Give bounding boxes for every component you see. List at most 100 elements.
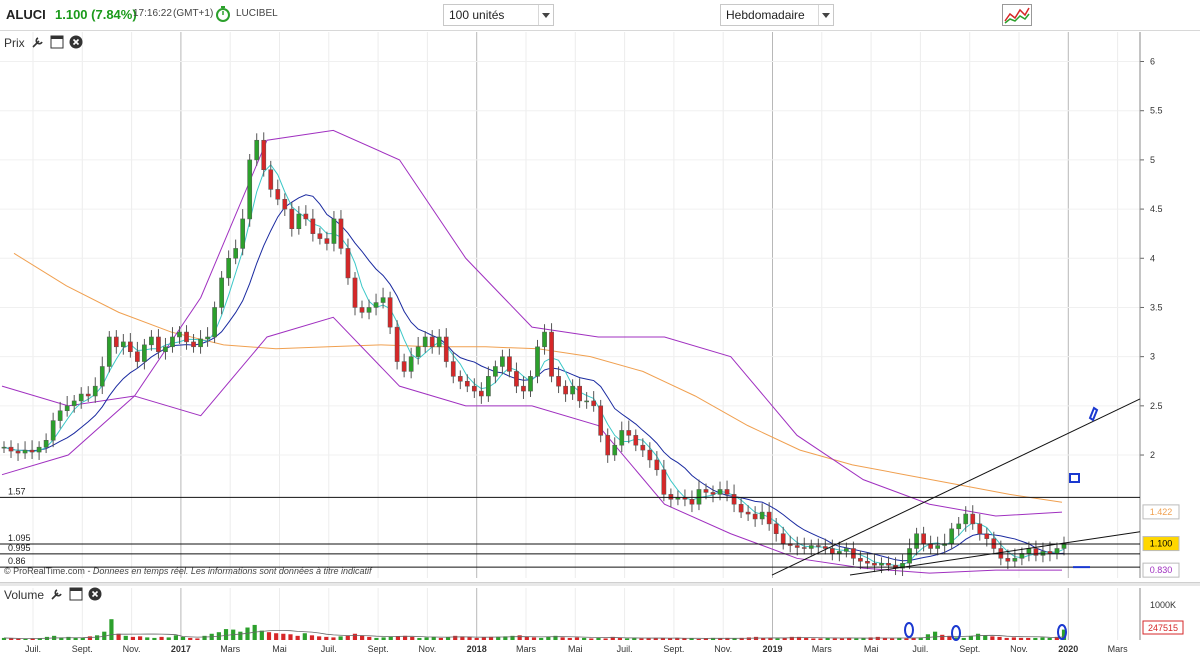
candle-body (268, 169, 274, 190)
candle-body (752, 513, 758, 520)
volume-bar (66, 636, 71, 640)
price-tag-label: 0.830 (1150, 565, 1173, 575)
candle-body (50, 420, 56, 441)
panel-divider[interactable] (0, 582, 1200, 586)
candle-body (1026, 548, 1032, 554)
annotation-mark (904, 622, 914, 638)
y-tick-label: 3.5 (1150, 302, 1163, 312)
close-icon[interactable] (69, 35, 83, 49)
volume-bar (868, 637, 873, 640)
period-select[interactable]: Hebdomadaire (720, 4, 834, 26)
volume-bar (625, 638, 630, 640)
candle-body (1005, 558, 1011, 562)
candle-body (156, 336, 161, 352)
candle-body (394, 326, 400, 362)
candle-body (619, 430, 625, 446)
volume-bar (746, 637, 751, 640)
candle-body (422, 336, 428, 348)
candle-body (57, 410, 63, 421)
candle-body (366, 307, 372, 313)
volume-bar (245, 627, 250, 640)
volume-bar (1047, 637, 1052, 640)
candle-body (563, 385, 568, 395)
volume-bar (145, 637, 150, 640)
volume-bar (603, 638, 608, 640)
candle-body (352, 277, 358, 308)
price-tag (1142, 562, 1180, 578)
volume-bar (467, 636, 472, 640)
volume-bar (59, 637, 64, 640)
volume-bar (80, 637, 85, 640)
volume-bar (166, 637, 171, 640)
volume-tag-label: 247515 (1148, 623, 1178, 633)
chart-logo-icon[interactable] (1002, 4, 1032, 26)
candle-body (780, 533, 786, 544)
source-text: © ProRealTime.com (4, 566, 85, 576)
candle-body (921, 533, 926, 544)
volume-bar (596, 637, 601, 640)
price-tag (1142, 536, 1180, 552)
wrench-icon[interactable] (31, 35, 45, 49)
candle-body (233, 248, 238, 259)
level-label: 1.095 (8, 533, 31, 543)
x-tick-label: Sept. (663, 644, 684, 654)
annotation-mark (951, 625, 961, 641)
candle-body (949, 528, 955, 544)
volume-bar (825, 637, 830, 640)
candle-body (977, 523, 983, 534)
candle-body (450, 361, 456, 377)
volume-bar (1004, 637, 1009, 640)
volume-bar (553, 635, 558, 640)
candle-body (542, 331, 547, 348)
volume-bar (266, 632, 272, 640)
y-tick-label: 4 (1150, 253, 1155, 263)
candle-body (822, 546, 828, 549)
volume-bar (531, 637, 537, 640)
volume-bar (87, 636, 93, 640)
stopwatch-icon[interactable] (215, 5, 231, 23)
units-select-value: 100 unités (449, 8, 505, 22)
volume-bar (961, 637, 966, 640)
volume-bar (703, 638, 708, 640)
volume-bar (95, 635, 100, 640)
volume-bar (1040, 637, 1045, 640)
candle-body (71, 400, 77, 407)
candle-body (149, 336, 154, 346)
volume-bar (574, 637, 580, 640)
candle-body (914, 533, 919, 549)
volume-bar (324, 636, 329, 640)
volume-tag (1142, 620, 1184, 635)
window-icon[interactable] (69, 587, 83, 601)
candle-body (500, 356, 505, 367)
candle-body (78, 393, 84, 402)
price-change: 1.100 (7.84%) (55, 7, 137, 22)
level-label: 0.86 (8, 556, 26, 566)
candle-body (345, 248, 351, 279)
window-icon[interactable] (50, 35, 64, 49)
candle-body (303, 213, 309, 220)
candle-body (464, 380, 470, 387)
volume-bar (438, 637, 443, 640)
volume-bar (1018, 637, 1024, 640)
volume-bar (617, 637, 623, 640)
x-tick-label: Nov. (1010, 644, 1028, 654)
candle-body (64, 405, 70, 412)
timezone: (GMT+1) (173, 8, 214, 19)
annotation-mark (1057, 624, 1067, 640)
close-icon[interactable] (88, 587, 102, 601)
units-select[interactable]: 100 unités (443, 4, 554, 26)
volume-bar (102, 631, 107, 640)
candle-body (415, 346, 421, 357)
candle-body (43, 440, 49, 448)
disclaimer-text: - Donnees en temps réel. Les information… (84, 566, 372, 576)
x-tick-label: 2018 (467, 644, 487, 654)
volume-bar (281, 633, 286, 640)
candle-body (1, 446, 7, 449)
candle-body (429, 336, 435, 348)
wrench-icon[interactable] (50, 587, 64, 601)
candle-body (436, 336, 442, 348)
candle-body (198, 338, 203, 348)
volume-bar (524, 636, 529, 640)
candle-body (724, 489, 730, 495)
